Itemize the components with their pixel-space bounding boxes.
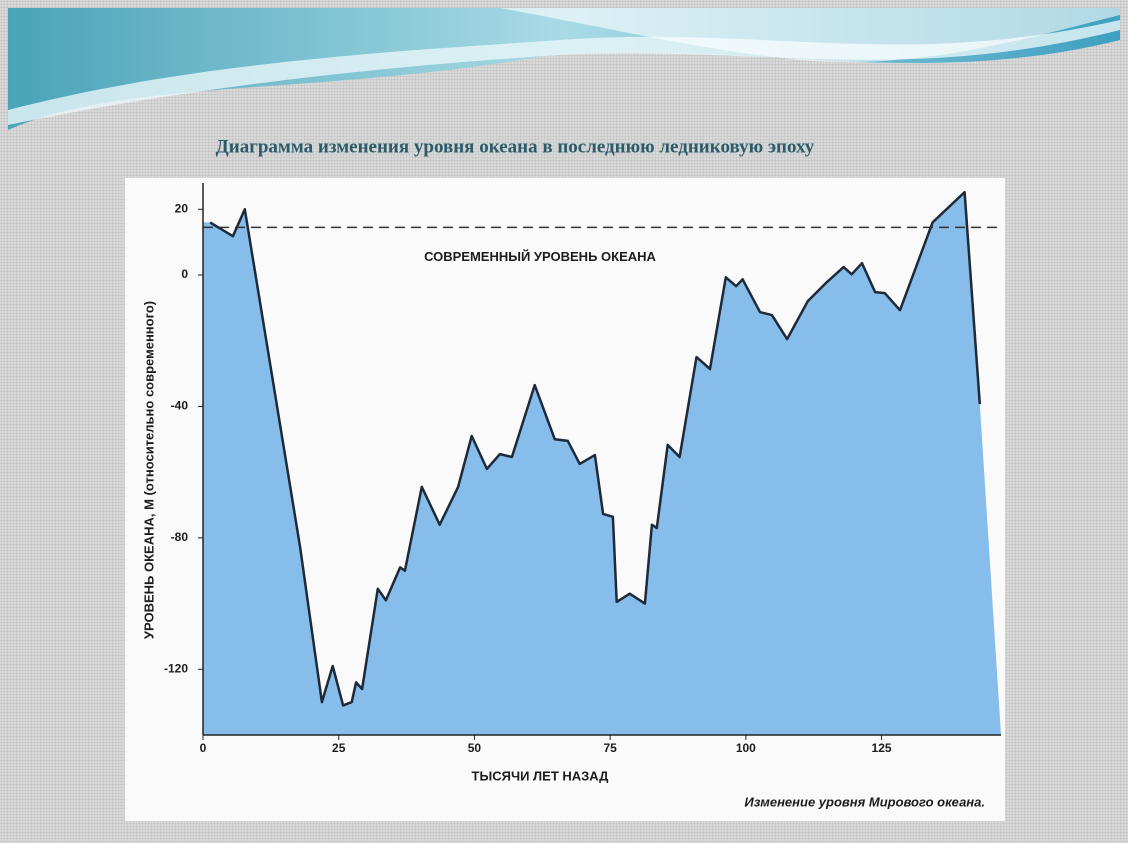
sea-level-line: [209, 190, 982, 707]
x-tick-label: 0: [200, 741, 207, 755]
x-tick-label: 50: [468, 741, 482, 755]
header-banner: [8, 8, 1120, 130]
x-tick-label: 125: [872, 741, 892, 755]
y-tick-label: -80: [171, 530, 189, 544]
area-fill: [203, 192, 1001, 735]
y-tick-label: -120: [164, 661, 188, 675]
y-axis-label: УРОВЕНЬ ОКЕАНА, М (относительно современ…: [141, 301, 156, 639]
x-tick-label: 75: [603, 741, 617, 755]
y-tick-label: 20: [175, 201, 189, 215]
y-tick-label: -40: [171, 399, 189, 413]
reference-label: СОВРЕМЕННЫЙ УРОВЕНЬ ОКЕАНА: [424, 249, 656, 264]
x-tick-label: 25: [332, 741, 346, 755]
x-tick-label: 100: [736, 741, 756, 755]
y-tick-label: 0: [181, 267, 188, 281]
caption: Изменение уровня Мирового океана.: [744, 794, 985, 809]
plot: СОВРЕМЕННЫЙ УРОВЕНЬ ОКЕАНА 20 0 -40 -80 -120 0…: [141, 183, 1001, 809]
x-axis-label: ТЫСЯЧИ ЛЕТ НАЗАД: [472, 768, 610, 783]
slide-title: Диаграмма изменения уровня океана в посл…: [216, 136, 815, 157]
